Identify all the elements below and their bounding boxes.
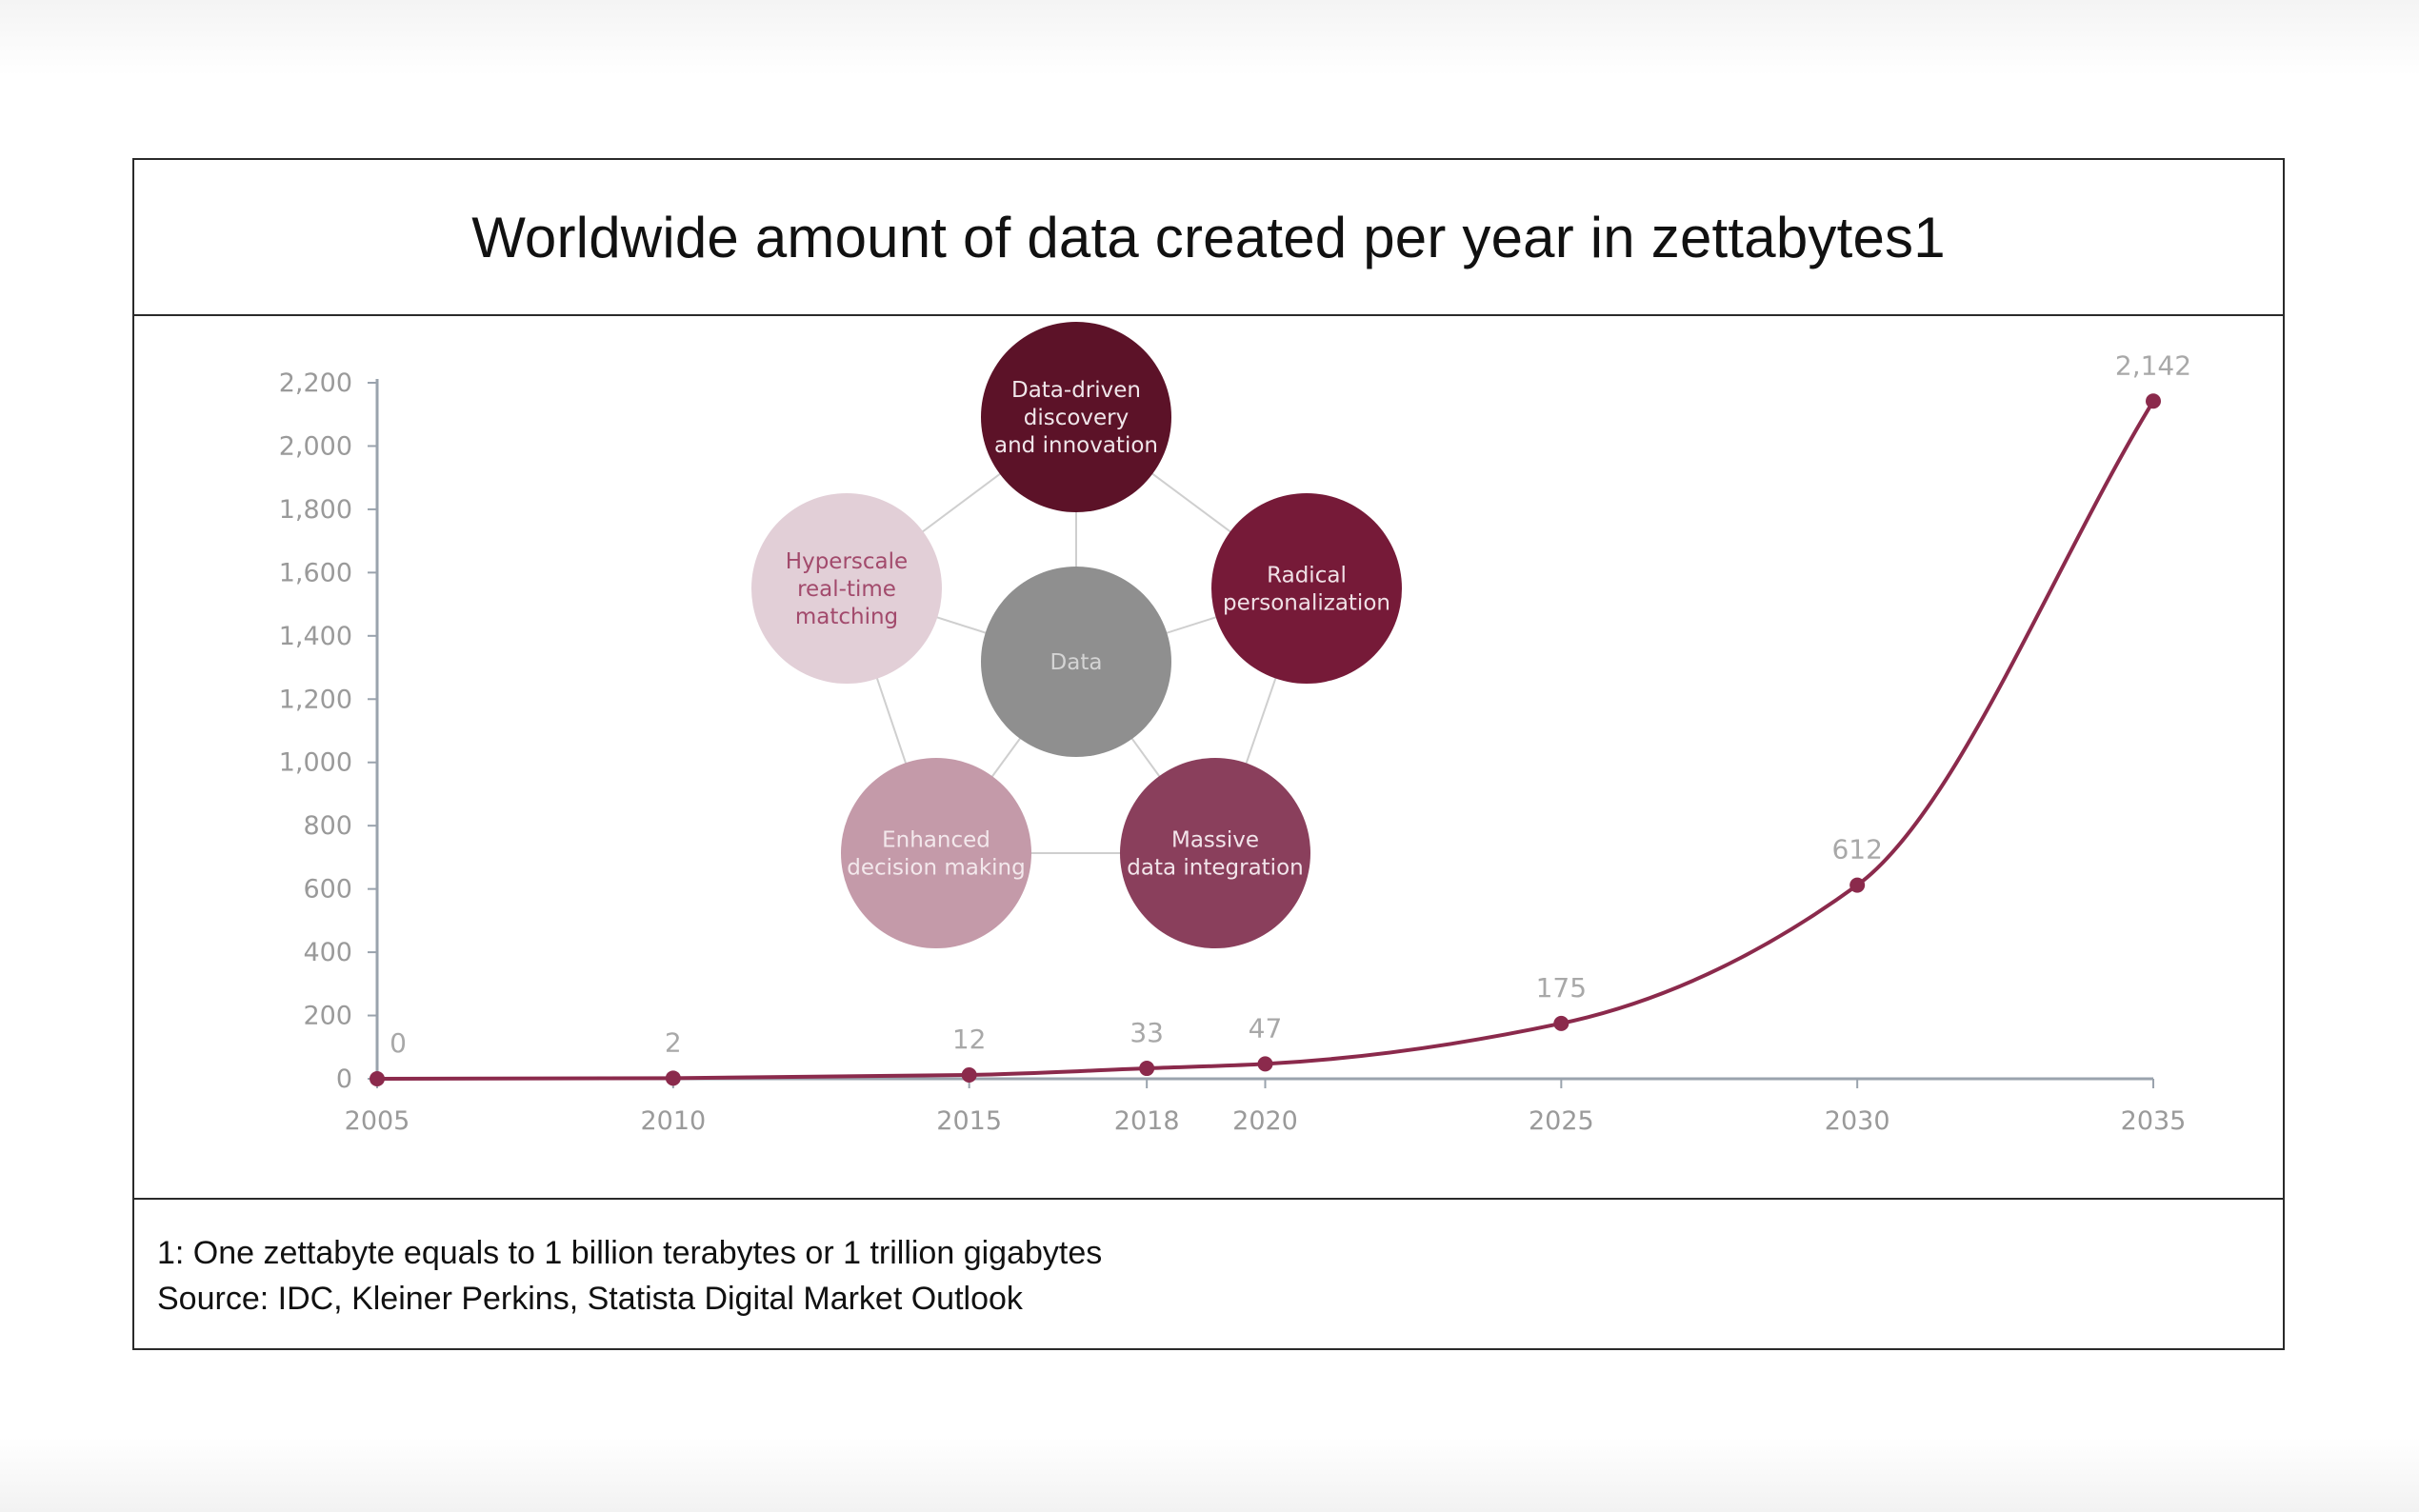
data-label: 0 (390, 1027, 407, 1059)
diagram-bubble-label: discovery (1024, 406, 1130, 430)
y-tick-label: 2,200 (279, 368, 352, 398)
data-label: 47 (1249, 1012, 1283, 1044)
y-tick-label: 1,400 (279, 622, 352, 651)
x-tick-label: 2020 (1232, 1106, 1298, 1136)
data-label: 2,142 (2115, 349, 2191, 381)
background-top-band (0, 0, 2419, 76)
data-point (665, 1070, 681, 1086)
diagram-center-bubble (981, 567, 1171, 757)
data-point (1257, 1056, 1273, 1072)
y-tick-label: 400 (303, 938, 352, 967)
footer-row: 1: One zettabyte equals to 1 billion ter… (134, 1198, 2283, 1350)
y-tick-label: 200 (303, 1002, 352, 1031)
diagram-bubble-label: Massive (1171, 828, 1259, 853)
x-tick-label: 2010 (640, 1106, 706, 1136)
data-label: 612 (1831, 834, 1882, 865)
x-tick-label: 2015 (936, 1106, 1002, 1136)
diagram-bubble-label: Data-driven (1011, 378, 1141, 403)
x-tick-label: 2030 (1825, 1106, 1890, 1136)
data-label: 12 (952, 1024, 987, 1055)
title-row: Worldwide amount of data created per yea… (134, 160, 2283, 316)
source-note: Source: IDC, Kleiner Perkins, Statista D… (157, 1281, 1023, 1317)
chart-title: Worldwide amount of data created per yea… (471, 205, 1946, 269)
data-label: 33 (1130, 1017, 1164, 1048)
diagram-bubble (1211, 493, 1402, 684)
diagram-bubble (981, 322, 1171, 512)
data-point (1139, 1061, 1155, 1077)
y-tick-label: 1,200 (279, 685, 352, 714)
data-label: 2 (665, 1026, 682, 1058)
x-tick-label: 2025 (1529, 1106, 1594, 1136)
diagram-center-label: Data (1050, 650, 1103, 675)
data-point (2146, 393, 2161, 409)
diagram-bubble-label: matching (795, 605, 898, 629)
diagram-bubble-label: decision making (847, 856, 1026, 881)
footnote: 1: One zettabyte equals to 1 billion ter… (157, 1235, 1103, 1271)
data-point (1849, 877, 1866, 893)
diagram-bubble-label: Hyperscale (786, 549, 908, 574)
diagram-bubble-label: real-time (797, 577, 896, 602)
diagram-bubble-label: data integration (1127, 856, 1303, 881)
diagram-bubble (841, 758, 1031, 948)
data-label: 175 (1536, 972, 1587, 1004)
chart-frame: Worldwide amount of data created per yea… (132, 158, 2285, 1350)
diagram-bubble-label: Enhanced (882, 828, 990, 853)
diagram-bubble-label: and innovation (994, 433, 1158, 458)
y-tick-label: 1,000 (279, 748, 352, 778)
background-bottom-band (0, 1438, 2419, 1512)
y-tick-label: 2,000 (279, 431, 352, 461)
diagram-bubble-label: personalization (1223, 591, 1390, 616)
x-tick-label: 2018 (1114, 1106, 1180, 1136)
data-point (370, 1071, 385, 1086)
x-tick-label: 2035 (2121, 1106, 2187, 1136)
x-tick-label: 2005 (345, 1106, 410, 1136)
data-point (1553, 1015, 1569, 1031)
diagram-bubble (751, 493, 942, 684)
diagram-bubble-label: Radical (1267, 564, 1347, 588)
diagram-bubble (1120, 758, 1310, 948)
data-point (961, 1067, 977, 1084)
y-tick-label: 1,600 (279, 558, 352, 587)
data-diagram: Data Data-driven discovery and innovation Ra… (751, 322, 1402, 948)
y-tick-label: 600 (303, 875, 352, 905)
y-tick-label: 1,800 (279, 495, 352, 525)
y-tick-label: 800 (303, 811, 352, 841)
y-tick-label: 0 (336, 1064, 352, 1094)
